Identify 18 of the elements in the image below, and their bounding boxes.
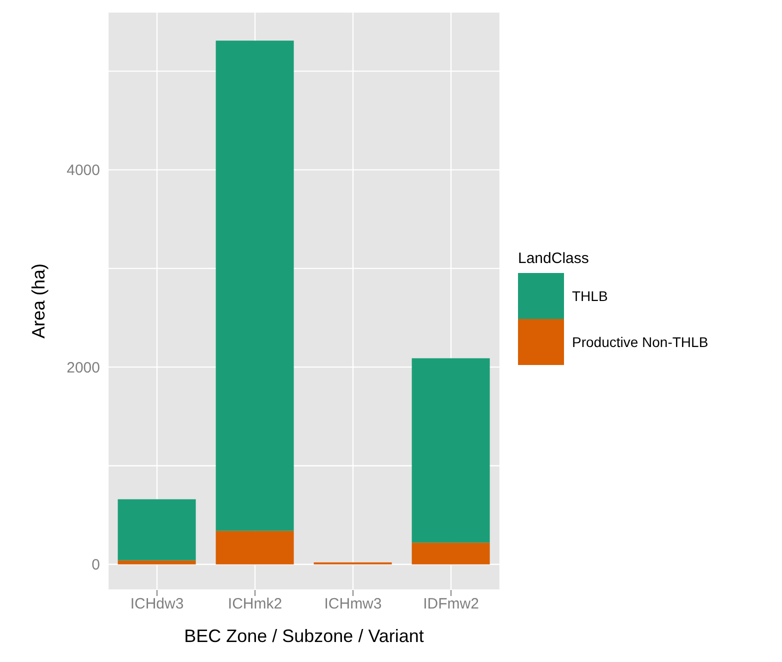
x-tick-label: ICHmk2: [228, 596, 282, 613]
text: Productive Non-THLB: [572, 334, 708, 350]
x-axis-title: BEC Zone / Subzone / Variant: [184, 626, 424, 646]
y-tick-label: 0: [92, 556, 100, 574]
text: THLB: [572, 288, 608, 304]
bar: [118, 560, 196, 564]
y-tick-label: 2000: [66, 359, 100, 376]
x-tick-label: ICHmw3: [324, 596, 382, 613]
legend-title: LandClass: [518, 250, 590, 267]
bar: [412, 542, 490, 564]
y-axis-title: Area (ha): [28, 263, 48, 339]
bar: [216, 40, 294, 531]
bar: [412, 358, 490, 543]
y-tick-label: 4000: [66, 162, 100, 180]
x-tick-label: IDFmw2: [423, 596, 479, 613]
x-tick-label: ICHdw3: [130, 596, 184, 613]
bar: [118, 499, 196, 560]
bar: [216, 530, 294, 564]
